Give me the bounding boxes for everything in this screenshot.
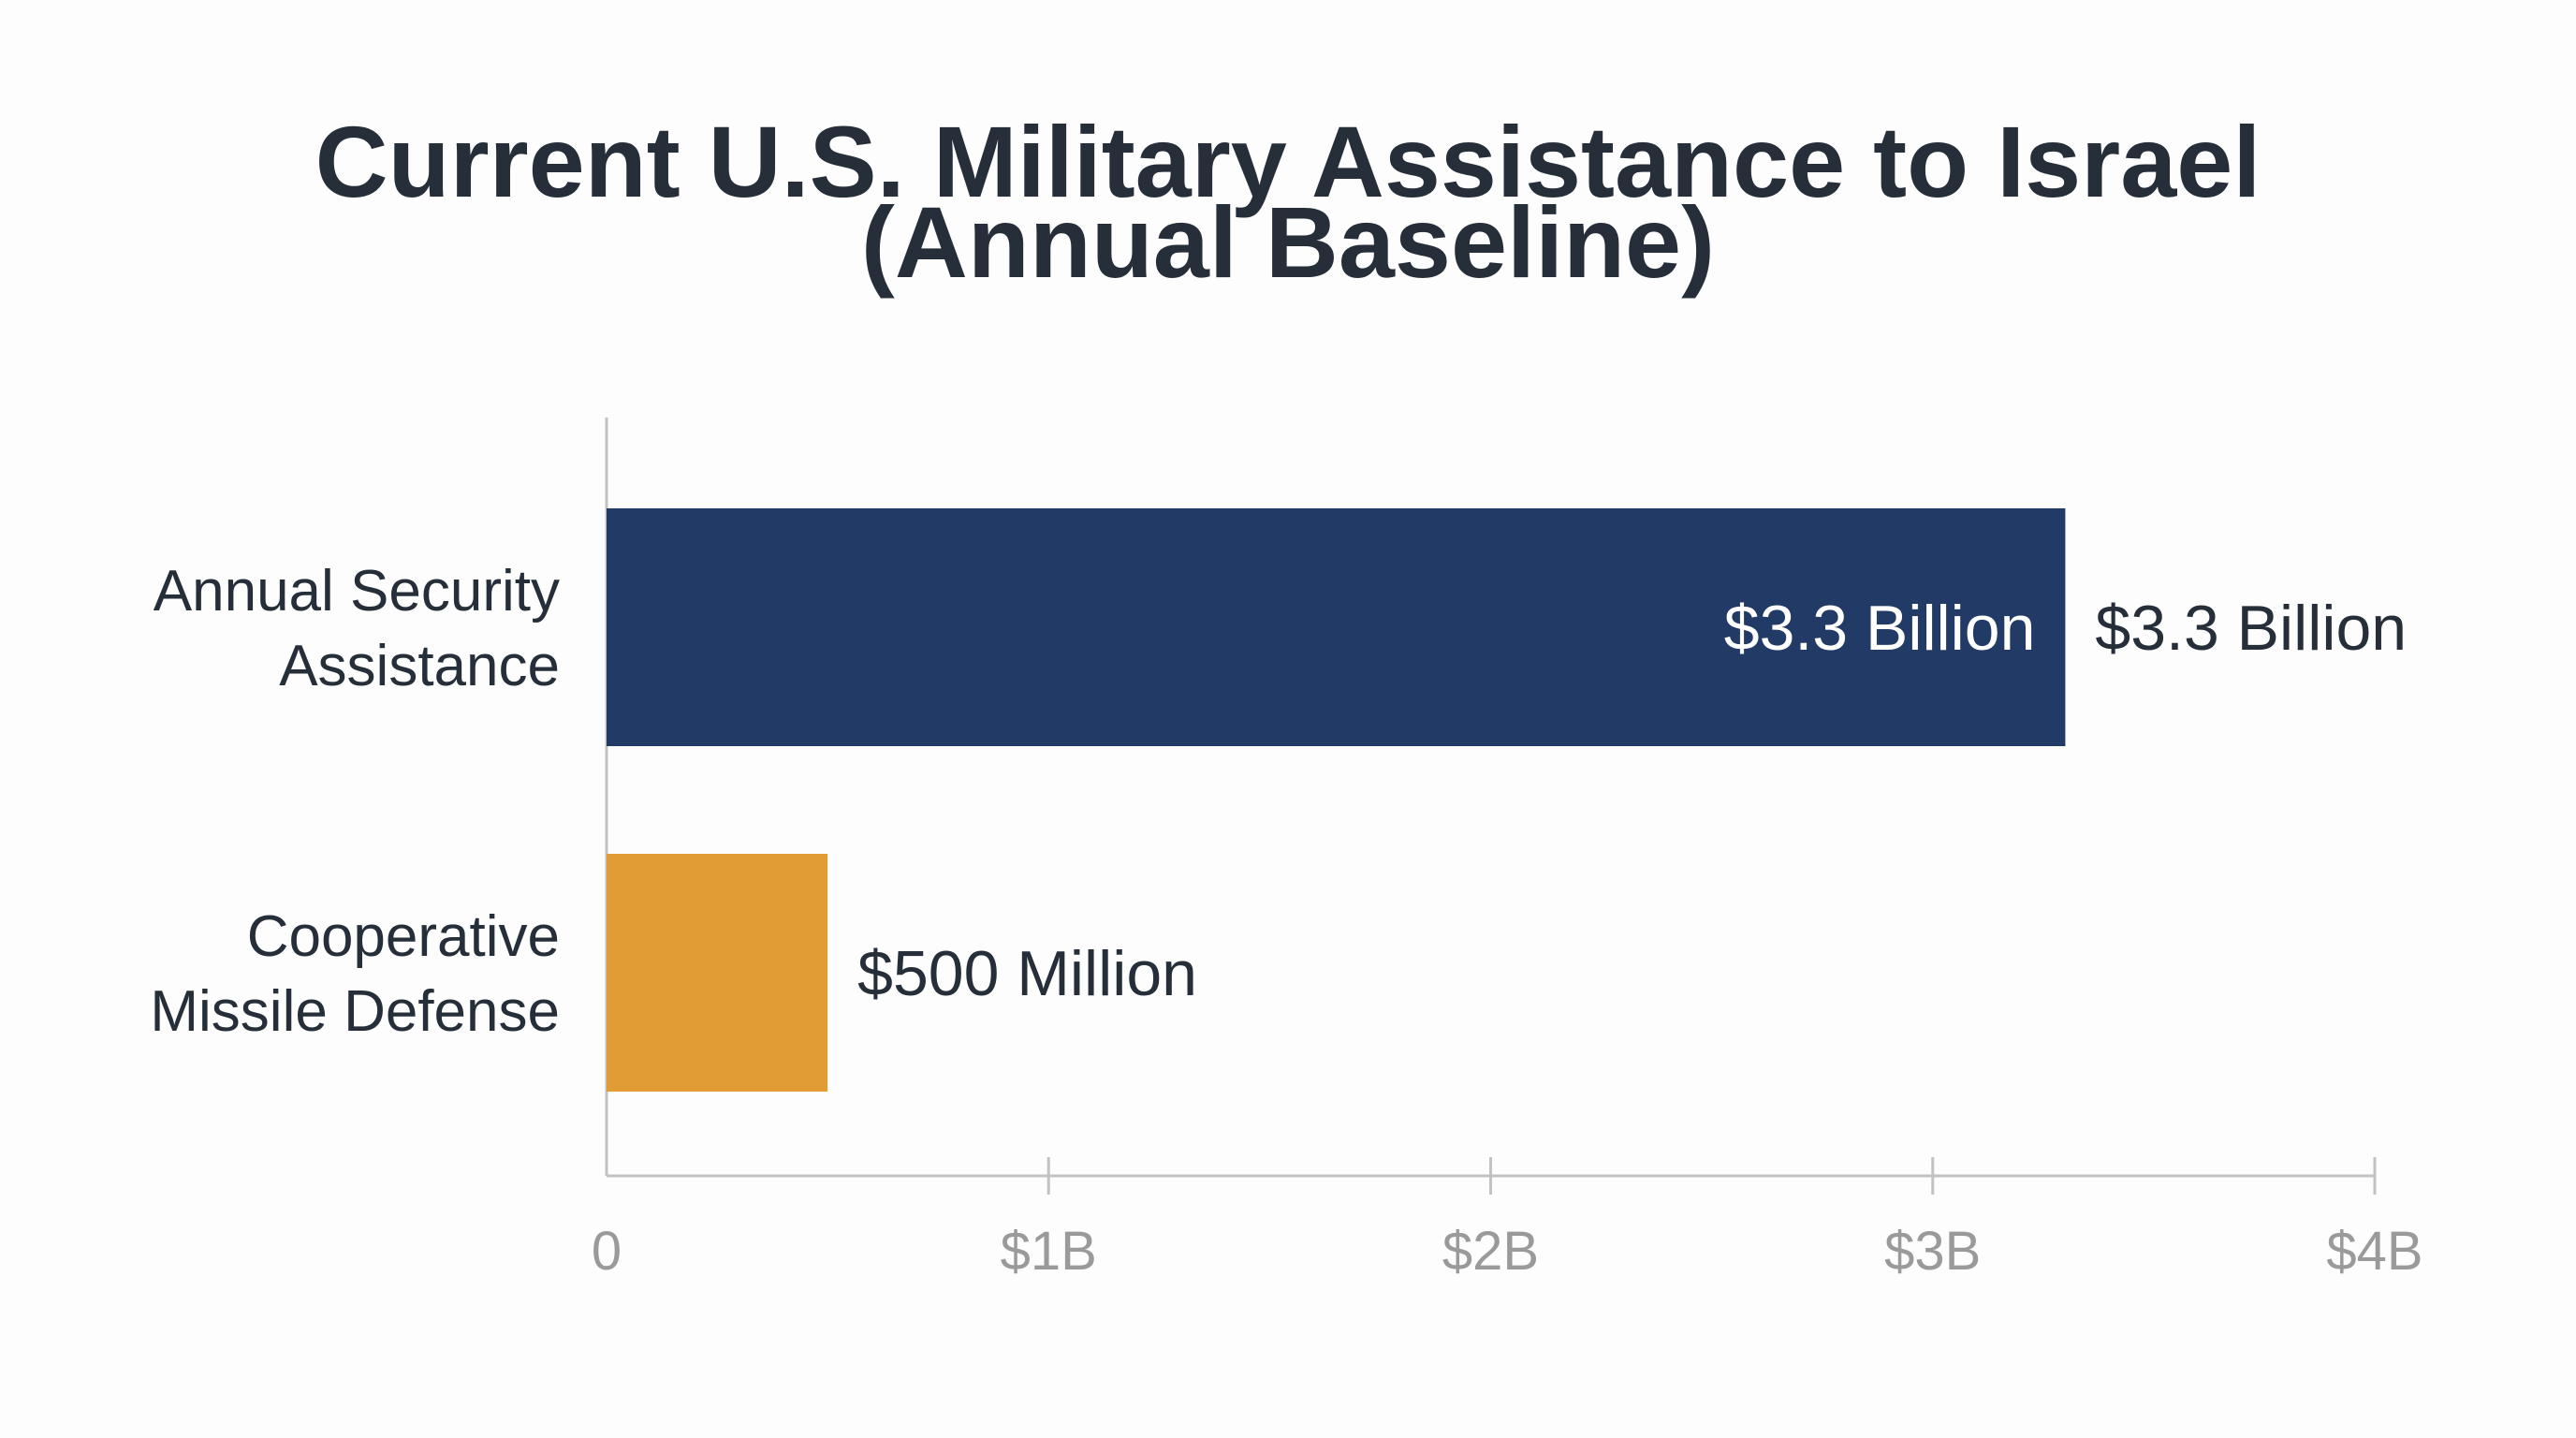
- bar-value-label: $3.3 Billion: [2095, 593, 2407, 664]
- category-label: Annual Security: [154, 559, 560, 624]
- category-label: Missile Defense: [150, 979, 560, 1044]
- bar: [607, 854, 828, 1092]
- x-tick-label: $1B: [1001, 1221, 1097, 1282]
- chart-title: Current U.S. Military Assistance to Isra…: [0, 105, 2576, 299]
- x-tick-label: $2B: [1442, 1221, 1539, 1282]
- chart-title-main: Current U.S. Military Assistance to Isra…: [315, 105, 2261, 218]
- x-tick-label: $3B: [1884, 1221, 1981, 1282]
- bar-value-label: $500 Million: [857, 938, 1197, 1009]
- category-label: Assistance: [279, 634, 560, 698]
- x-tick-label: $4B: [2326, 1221, 2422, 1282]
- bar-inner-value-label: $3.3 Billion: [1724, 593, 2036, 664]
- category-label: Cooperative: [247, 904, 560, 969]
- chart-subtitle: (Annual Baseline): [860, 185, 1716, 299]
- bar: [607, 508, 2066, 746]
- x-tick-label: 0: [592, 1221, 622, 1282]
